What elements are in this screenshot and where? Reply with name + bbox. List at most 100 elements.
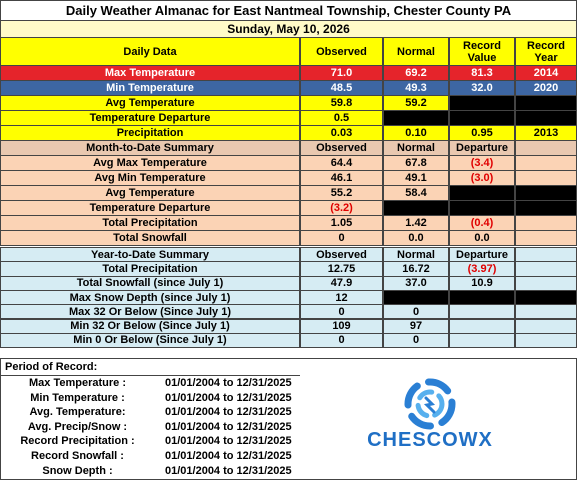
value-cell: 0.95: [449, 125, 515, 141]
value-cell: 0: [383, 304, 449, 320]
value-cell: 64.4: [300, 155, 383, 171]
empty-cell: [515, 170, 577, 186]
value-cell: 2013: [515, 125, 577, 141]
period-label: Max Temperature :: [29, 377, 126, 389]
value-cell: 1.05: [300, 215, 383, 231]
title: Daily Weather Almanac for East Nantmeal …: [0, 0, 577, 21]
empty-cell: [449, 304, 515, 320]
value-cell: 0.0: [449, 230, 515, 246]
empty-cell: [515, 289, 577, 306]
value-cell: 97: [383, 318, 449, 334]
empty-cell: [515, 215, 577, 231]
column-header: Normal: [383, 247, 449, 263]
period-range: 01/01/2004 to 12/31/2025: [165, 406, 292, 419]
empty-cell: [449, 289, 515, 306]
value-cell: 12: [300, 289, 383, 306]
value-cell: 109: [300, 318, 383, 334]
row-label: Min 32 Or Below (Since July 1): [0, 318, 300, 334]
value-cell: 2014: [515, 65, 577, 81]
value-cell: (3.2): [300, 200, 383, 216]
empty-cell: [449, 318, 515, 334]
row-label: Avg Min Temperature: [0, 170, 300, 186]
value-cell: 55.2: [300, 185, 383, 201]
value-cell: 0.5: [300, 110, 383, 126]
empty-cell: [515, 185, 577, 201]
column-header: Observed: [300, 140, 383, 156]
value-cell: 67.8: [383, 155, 449, 171]
value-cell: 32.0: [449, 80, 515, 96]
value-cell: (3.97): [449, 261, 515, 277]
value-cell: 69.2: [383, 65, 449, 81]
value-cell: (3.4): [449, 155, 515, 171]
period-range: 01/01/2004 to 12/31/2025: [165, 450, 292, 462]
empty-cell: [449, 95, 515, 111]
empty-cell: [515, 230, 577, 246]
period-range: 01/01/2004 to 12/31/2025: [165, 420, 292, 433]
column-header: Departure: [449, 247, 515, 263]
value-cell: 59.2: [383, 95, 449, 111]
empty-cell: [515, 318, 577, 334]
empty-cell: [515, 155, 577, 171]
period-range: 01/01/2004 to 12/31/2025: [165, 435, 292, 448]
value-cell: 47.9: [300, 275, 383, 291]
period-label: Min Temperature :: [30, 391, 125, 404]
empty-cell: [515, 140, 577, 156]
row-label: Total Snowfall (since July 1): [0, 275, 300, 291]
row-label: Temperature Departure: [0, 200, 300, 216]
row-label: Avg Max Temperature: [0, 155, 300, 171]
value-cell: 0: [300, 230, 383, 246]
value-cell: 46.1: [300, 170, 383, 186]
column-header: Departure: [449, 140, 515, 156]
empty-cell: [449, 332, 515, 349]
empty-cell: [383, 200, 449, 216]
row-label: Min Temperature: [0, 80, 300, 96]
empty-cell: [383, 110, 449, 126]
value-cell: (0.4): [449, 215, 515, 231]
column-header: Month-to-Date Summary: [0, 140, 300, 156]
logo-text: CHESCOWX: [367, 429, 493, 451]
column-header: Observed: [300, 247, 383, 263]
row-label: Avg Temperature: [0, 185, 300, 201]
empty-cell: [449, 185, 515, 201]
row-label: Total Snowfall: [0, 230, 300, 246]
row-label: Min 0 Or Below (Since July 1): [0, 332, 300, 349]
column-header: Year-to-Date Summary: [0, 247, 300, 263]
empty-cell: [449, 110, 515, 126]
empty-cell: [383, 289, 449, 306]
period-separator: [0, 375, 300, 376]
column-header: Daily Data: [0, 37, 300, 66]
empty-cell: [515, 275, 577, 291]
row-label: Max Snow Depth (since July 1): [0, 289, 300, 306]
row-label: Temperature Departure: [0, 110, 300, 126]
value-cell: 12.75: [300, 261, 383, 277]
row-label: Precipitation: [0, 125, 300, 141]
value-cell: 0: [300, 332, 383, 349]
column-header: Observed: [300, 37, 383, 66]
value-cell: 1.42: [383, 215, 449, 231]
value-cell: 59.8: [300, 95, 383, 111]
row-label: Total Precipitation: [0, 261, 300, 277]
value-cell: 0.10: [383, 125, 449, 141]
logo-icon: [404, 378, 456, 430]
value-cell: 0: [383, 332, 449, 349]
value-cell: 0: [300, 304, 383, 320]
row-label: Avg Temperature: [0, 95, 300, 111]
value-cell: 49.1: [383, 170, 449, 186]
column-header: Normal: [383, 140, 449, 156]
row-label: Total Precipitation: [0, 215, 300, 231]
empty-cell: [515, 95, 577, 111]
value-cell: 37.0: [383, 275, 449, 291]
period-range: 01/01/2004 to 12/31/2025: [165, 391, 292, 404]
row-label: Max Temperature: [0, 65, 300, 81]
date: Sunday, May 10, 2026: [0, 20, 577, 38]
period-label: Avg. Precip/Snow :: [27, 420, 128, 433]
value-cell: 71.0: [300, 65, 383, 81]
value-cell: 0.0: [383, 230, 449, 246]
column-header: Normal: [383, 37, 449, 66]
empty-cell: [515, 200, 577, 216]
empty-cell: [515, 304, 577, 320]
value-cell: (3.0): [449, 170, 515, 186]
period-title: Period of Record:: [5, 361, 98, 373]
row-label: Max 32 Or Below (Since July 1): [0, 304, 300, 320]
